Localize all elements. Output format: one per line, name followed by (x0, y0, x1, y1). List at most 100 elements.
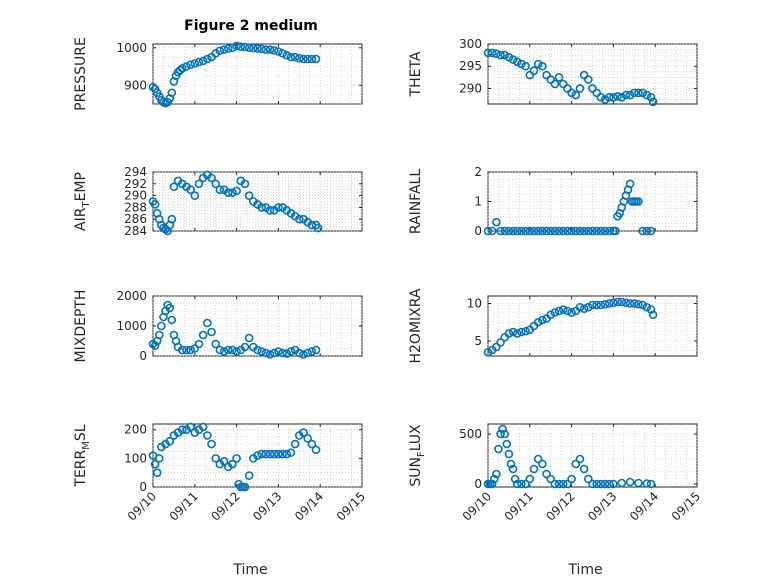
data-point (278, 449, 287, 459)
data-point (575, 454, 585, 464)
data-point (533, 59, 543, 69)
y-axis-label: MIXDEPTH (73, 290, 89, 363)
data-point (307, 347, 317, 356)
data-point (261, 449, 271, 459)
data-point (313, 223, 323, 233)
data-point (215, 185, 225, 194)
y-tick-label: 0 (139, 480, 147, 494)
data-point (203, 54, 212, 64)
data-point (617, 93, 627, 102)
data-point (506, 459, 516, 469)
data-point (554, 479, 564, 489)
data-point (646, 93, 656, 102)
data-point (207, 439, 216, 449)
data-point (512, 479, 522, 489)
subplot-terr-msl: 09/10 09/11 09/12 09/13 09/14 09/15 0 100 200 TER… (73, 422, 368, 578)
data-point (554, 73, 564, 82)
data-point (646, 479, 656, 489)
data-point (496, 338, 505, 347)
data-point (244, 333, 254, 343)
data-point (611, 226, 620, 236)
data-point (642, 226, 652, 236)
data-point (265, 449, 275, 459)
data-point (257, 449, 266, 459)
data-point (232, 454, 241, 463)
data-point (186, 60, 195, 69)
data-point (621, 90, 631, 100)
data-point (542, 226, 551, 236)
data-point (613, 92, 622, 101)
data-point (646, 305, 656, 314)
data-point (538, 315, 547, 325)
data-point (542, 469, 551, 479)
data-point (563, 479, 572, 489)
data-point (167, 88, 177, 98)
data-point (508, 327, 518, 337)
subplot-h2omixra: 5 10 H2OMIXRA (408, 288, 698, 364)
data-point (638, 226, 647, 236)
data-point (198, 56, 208, 66)
y-tick-label: 2 (474, 165, 482, 179)
data-point (554, 306, 564, 316)
y-tick-label: 294 (124, 165, 147, 179)
data-point (609, 479, 618, 489)
data-point (207, 173, 216, 183)
x-tick-label: 09/13 (585, 489, 619, 523)
data-point (186, 185, 195, 194)
data-point (648, 310, 658, 320)
data-point (538, 459, 547, 469)
y-tick-label: 0 (474, 477, 482, 491)
data-point (194, 57, 204, 67)
data-point (228, 459, 237, 469)
y-axis-label: THETA (408, 51, 424, 97)
data-point (257, 347, 266, 356)
data-point (550, 226, 560, 236)
data-point (512, 329, 522, 338)
data-point (494, 444, 503, 454)
data-point (634, 299, 643, 309)
data-point (504, 449, 514, 459)
data-point (504, 53, 514, 62)
data-point (575, 226, 585, 236)
y-axis-label: AIRTEMP (73, 172, 92, 231)
data-point (150, 459, 160, 469)
data-point (546, 310, 556, 320)
data-point (278, 49, 287, 58)
y-axis-label: SUNFLUX (408, 424, 427, 487)
data-point (265, 45, 275, 54)
data-point (533, 454, 543, 464)
data-point (215, 345, 225, 355)
data-point (311, 445, 321, 455)
data-point (186, 345, 195, 355)
subplot-pressure: 900 1000 PRESSURE (73, 37, 363, 111)
data-point (253, 451, 262, 460)
data-point (244, 43, 254, 53)
data-point (617, 297, 627, 307)
data-point (249, 43, 258, 53)
data-point (498, 424, 507, 434)
data-point (571, 90, 581, 100)
data-point (257, 203, 266, 212)
data-point (567, 226, 576, 236)
data-point (604, 299, 614, 308)
data-point (154, 454, 164, 463)
data-point (182, 62, 191, 71)
data-point (502, 439, 512, 449)
y-tick-label: 288 (124, 200, 147, 214)
data-point (525, 474, 535, 484)
data-point (265, 350, 275, 359)
data-point (228, 188, 237, 197)
data-point (517, 59, 526, 69)
data-point (236, 42, 246, 51)
data-point (629, 299, 639, 308)
data-point (575, 302, 585, 312)
data-point (167, 315, 177, 325)
data-point (508, 226, 518, 236)
y-axis-label: RAINFALL (408, 169, 424, 234)
data-point (487, 479, 497, 489)
data-point (219, 347, 229, 356)
data-point (294, 53, 304, 63)
data-point (211, 179, 220, 189)
data-point (253, 345, 262, 355)
data-point (186, 422, 195, 432)
